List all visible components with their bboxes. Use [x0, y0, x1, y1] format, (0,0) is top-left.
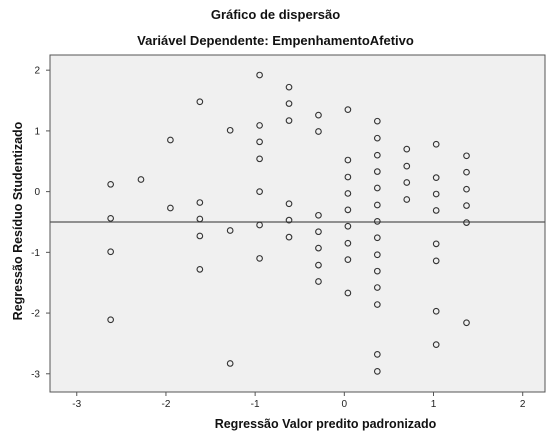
- data-point: [256, 122, 263, 129]
- data-point: [256, 155, 263, 163]
- data-point: [226, 227, 234, 234]
- x-tick-label: 0: [342, 399, 348, 410]
- data-point: [196, 199, 204, 206]
- data-point: [256, 255, 263, 262]
- data-point: [432, 257, 440, 265]
- data-point: [285, 200, 293, 208]
- x-tick-label: -1: [251, 399, 260, 410]
- data-point: [315, 244, 322, 252]
- data-point: [403, 179, 411, 186]
- data-point: [463, 202, 470, 209]
- data-point: [137, 176, 145, 183]
- data-point: [344, 106, 352, 113]
- y-tick-label: 2: [34, 66, 40, 77]
- data-point: [196, 98, 204, 106]
- data-point: [373, 134, 381, 142]
- y-tick-label: 0: [34, 187, 40, 198]
- data-point: [373, 201, 381, 209]
- data-point: [373, 168, 381, 175]
- data-point: [196, 265, 204, 273]
- data-point: [315, 261, 322, 269]
- data-point: [256, 221, 263, 229]
- data-point: [373, 218, 381, 225]
- data-point: [226, 126, 234, 134]
- y-tick-label: -3: [31, 369, 40, 380]
- data-point: [315, 211, 322, 219]
- data-point: [285, 100, 293, 107]
- data-point: [403, 162, 411, 170]
- x-tick-label: -3: [72, 399, 81, 410]
- y-tick-label: -2: [31, 309, 40, 320]
- data-point: [107, 248, 114, 256]
- data-point: [256, 188, 263, 195]
- y-axis-label: Regressão Resíduo Studentizado: [11, 121, 25, 321]
- data-point: [196, 215, 204, 223]
- data-point: [373, 117, 381, 125]
- data-point: [463, 219, 470, 226]
- data-point: [373, 184, 381, 192]
- data-point: [373, 267, 381, 275]
- data-point: [315, 128, 322, 135]
- data-points: [107, 71, 470, 375]
- data-point: [107, 180, 114, 188]
- data-point: [432, 207, 440, 214]
- y-tick-label: -1: [31, 248, 40, 259]
- x-axis-label: Regressão Valor predito padronizado: [214, 417, 437, 431]
- data-point: [344, 256, 352, 263]
- data-point: [196, 232, 204, 240]
- data-point: [463, 185, 470, 193]
- data-point: [432, 140, 440, 148]
- chart-title: Gráfico de dispersão: [210, 7, 341, 22]
- data-point: [344, 156, 352, 164]
- data-point: [373, 351, 381, 358]
- data-point: [107, 214, 114, 222]
- data-point: [463, 319, 470, 327]
- data-point: [167, 136, 174, 144]
- data-point: [315, 278, 322, 285]
- data-point: [344, 190, 352, 197]
- data-point: [285, 216, 293, 224]
- data-point: [167, 204, 174, 212]
- x-tick-label: 1: [431, 399, 437, 410]
- data-point: [403, 196, 411, 203]
- data-point: [315, 111, 322, 119]
- data-point: [107, 316, 114, 324]
- x-tick-label: 2: [520, 399, 526, 410]
- data-point: [432, 307, 440, 315]
- data-point: [373, 301, 381, 308]
- axis-ticks: -3 -2 -1 0 1 2 -3 -2 -1 0 1 2: [31, 66, 526, 410]
- data-point: [285, 117, 293, 124]
- data-point: [315, 228, 322, 236]
- data-point: [432, 190, 440, 198]
- data-point: [463, 152, 470, 160]
- data-point: [463, 168, 470, 176]
- plot-area: [49, 54, 546, 393]
- data-point: [373, 234, 381, 242]
- data-point: [373, 251, 381, 259]
- data-point: [344, 222, 352, 230]
- chart-subtitle: Variável Dependente: EmpenhamentoAfetivo: [137, 33, 414, 48]
- data-point: [285, 233, 293, 241]
- y-tick-label: 1: [34, 126, 40, 137]
- data-point: [344, 239, 352, 247]
- data-point: [373, 368, 381, 375]
- data-point: [432, 240, 440, 248]
- data-point: [256, 138, 263, 146]
- x-tick-label: -2: [161, 399, 170, 410]
- data-point: [226, 360, 234, 367]
- data-point: [256, 71, 263, 79]
- data-point: [432, 341, 440, 348]
- data-point: [373, 284, 381, 291]
- data-point: [344, 289, 352, 297]
- data-point: [344, 206, 352, 214]
- data-point: [403, 145, 411, 153]
- data-point: [285, 83, 293, 91]
- data-point: [344, 173, 352, 181]
- data-point: [373, 151, 381, 159]
- data-point: [432, 174, 440, 182]
